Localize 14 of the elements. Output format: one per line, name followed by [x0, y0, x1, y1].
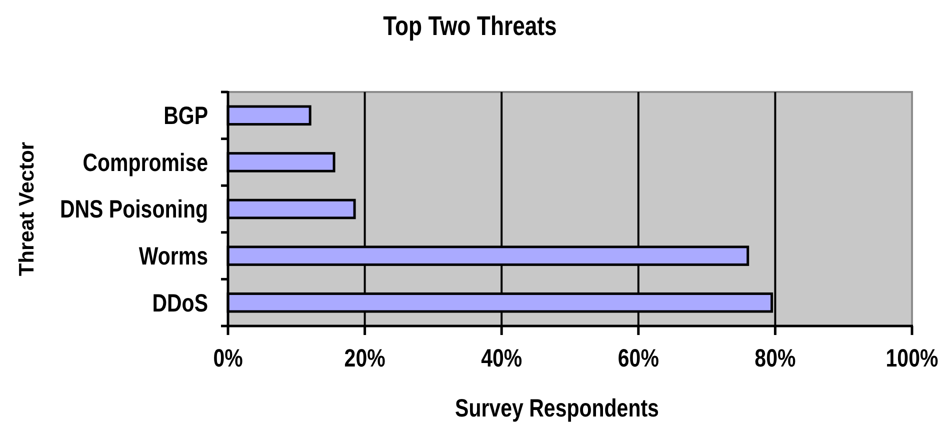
x-tick-label: 80% [754, 344, 796, 372]
x-tick-label: 60% [618, 344, 659, 372]
x-tick-label: 20% [344, 344, 386, 372]
y-tick-label: Compromise [82, 148, 208, 176]
y-tick-label: DNS Poisoning [60, 194, 208, 224]
y-tick-label: BGP [164, 101, 208, 130]
y-tick-label: DDoS [152, 288, 208, 317]
y-axis-title: Threat Vector [16, 142, 38, 276]
x-axis-title: Survey Respondents [455, 394, 659, 422]
x-tick-label: 0% [213, 344, 243, 372]
x-tick-label: 40% [481, 344, 522, 372]
x-tick-label: 100% [886, 344, 938, 372]
y-tick-label: Worms [138, 242, 208, 270]
chart-title: Top Two Threats [383, 12, 557, 42]
